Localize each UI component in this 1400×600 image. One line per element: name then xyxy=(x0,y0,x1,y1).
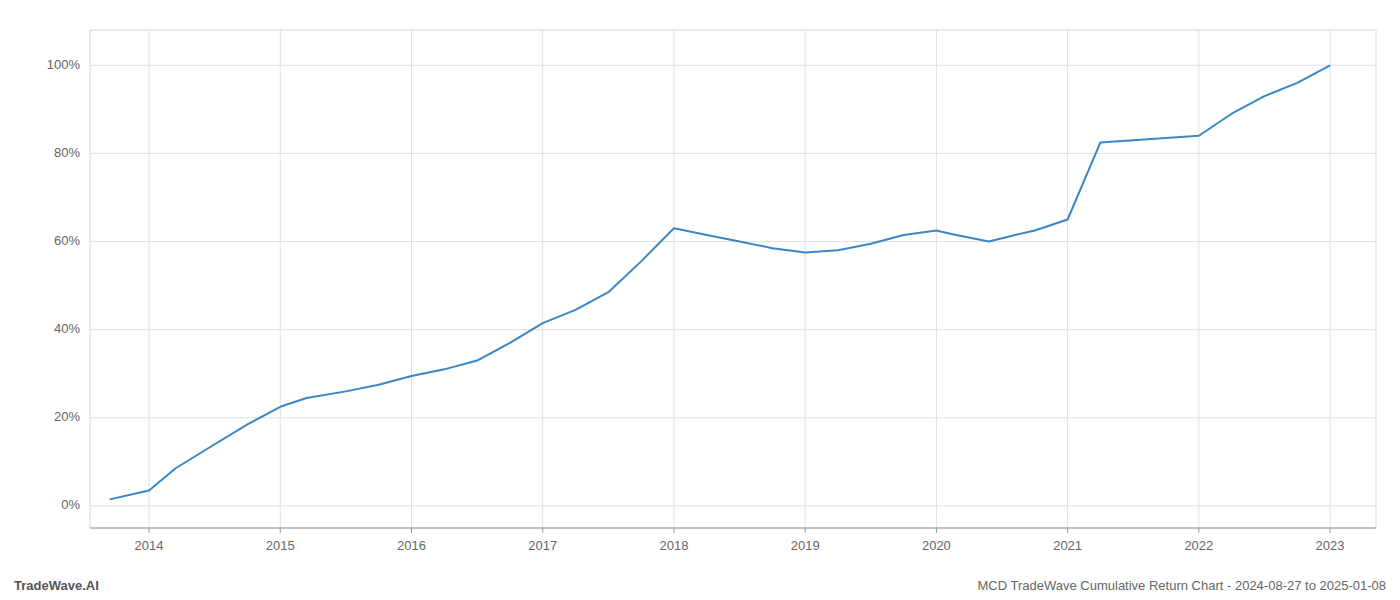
x-tick xyxy=(1198,528,1199,533)
grid xyxy=(90,30,1376,528)
x-tick xyxy=(542,528,543,533)
x-grid-line xyxy=(411,30,412,528)
y-grid-line xyxy=(90,65,1376,66)
x-tick-label: 2014 xyxy=(135,538,164,553)
x-tick-label: 2021 xyxy=(1053,538,1082,553)
x-tick xyxy=(805,528,806,533)
watermark: TradeWave.AI xyxy=(14,578,99,593)
x-tick-label: 2019 xyxy=(791,538,820,553)
y-axis: 0% 20% 40% 60% 80% 100% xyxy=(47,57,81,513)
x-grid-line xyxy=(542,30,543,528)
y-tick-label: 80% xyxy=(54,145,80,160)
x-tick xyxy=(1330,528,1331,533)
x-grid-line xyxy=(149,30,150,528)
x-tick-label: 2020 xyxy=(922,538,951,553)
x-tick xyxy=(936,528,937,533)
chart: 2014 2015 2016 2017 2018 2019 2020 2021 2022 2023… xyxy=(0,0,1400,600)
x-tick xyxy=(149,528,150,533)
y-tick-label: 40% xyxy=(54,321,80,336)
plot-frame xyxy=(90,30,1376,528)
line xyxy=(110,65,1330,499)
plot-area xyxy=(110,65,1330,499)
x-grid-line xyxy=(936,30,937,528)
x-tick xyxy=(280,528,281,533)
y-tick-label: 100% xyxy=(47,57,81,72)
x-tick-label: 2017 xyxy=(528,538,557,553)
y-grid-line xyxy=(90,329,1376,330)
x-tick-label: 2016 xyxy=(397,538,426,553)
x-tick xyxy=(673,528,674,533)
x-tick xyxy=(411,528,412,533)
x-tick-label: 2022 xyxy=(1184,538,1213,553)
y-grid-line xyxy=(90,505,1376,506)
y-tick-label: 60% xyxy=(54,233,80,248)
x-grid-line xyxy=(805,30,806,528)
x-grid-line xyxy=(280,30,281,528)
x-grid-line xyxy=(1198,30,1199,528)
x-tick-label: 2023 xyxy=(1316,538,1345,553)
title: MCD TradeWave Cumulative Return Chart - … xyxy=(978,578,1387,593)
y-tick-label: 0% xyxy=(61,497,80,512)
x-tick-label: 2018 xyxy=(659,538,688,553)
x-tick-label: 2015 xyxy=(266,538,295,553)
x-axis: 2014 2015 2016 2017 2018 2019 2020 2021 2022 2023 xyxy=(135,528,1345,553)
y-tick-label: 20% xyxy=(54,409,80,424)
x-grid-line xyxy=(673,30,674,528)
y-grid-line xyxy=(90,153,1376,154)
x-grid-line xyxy=(1067,30,1068,528)
x-axis-line xyxy=(90,528,1376,529)
y-grid-line xyxy=(90,417,1376,418)
x-grid-line xyxy=(1330,30,1331,528)
x-tick xyxy=(1067,528,1068,533)
